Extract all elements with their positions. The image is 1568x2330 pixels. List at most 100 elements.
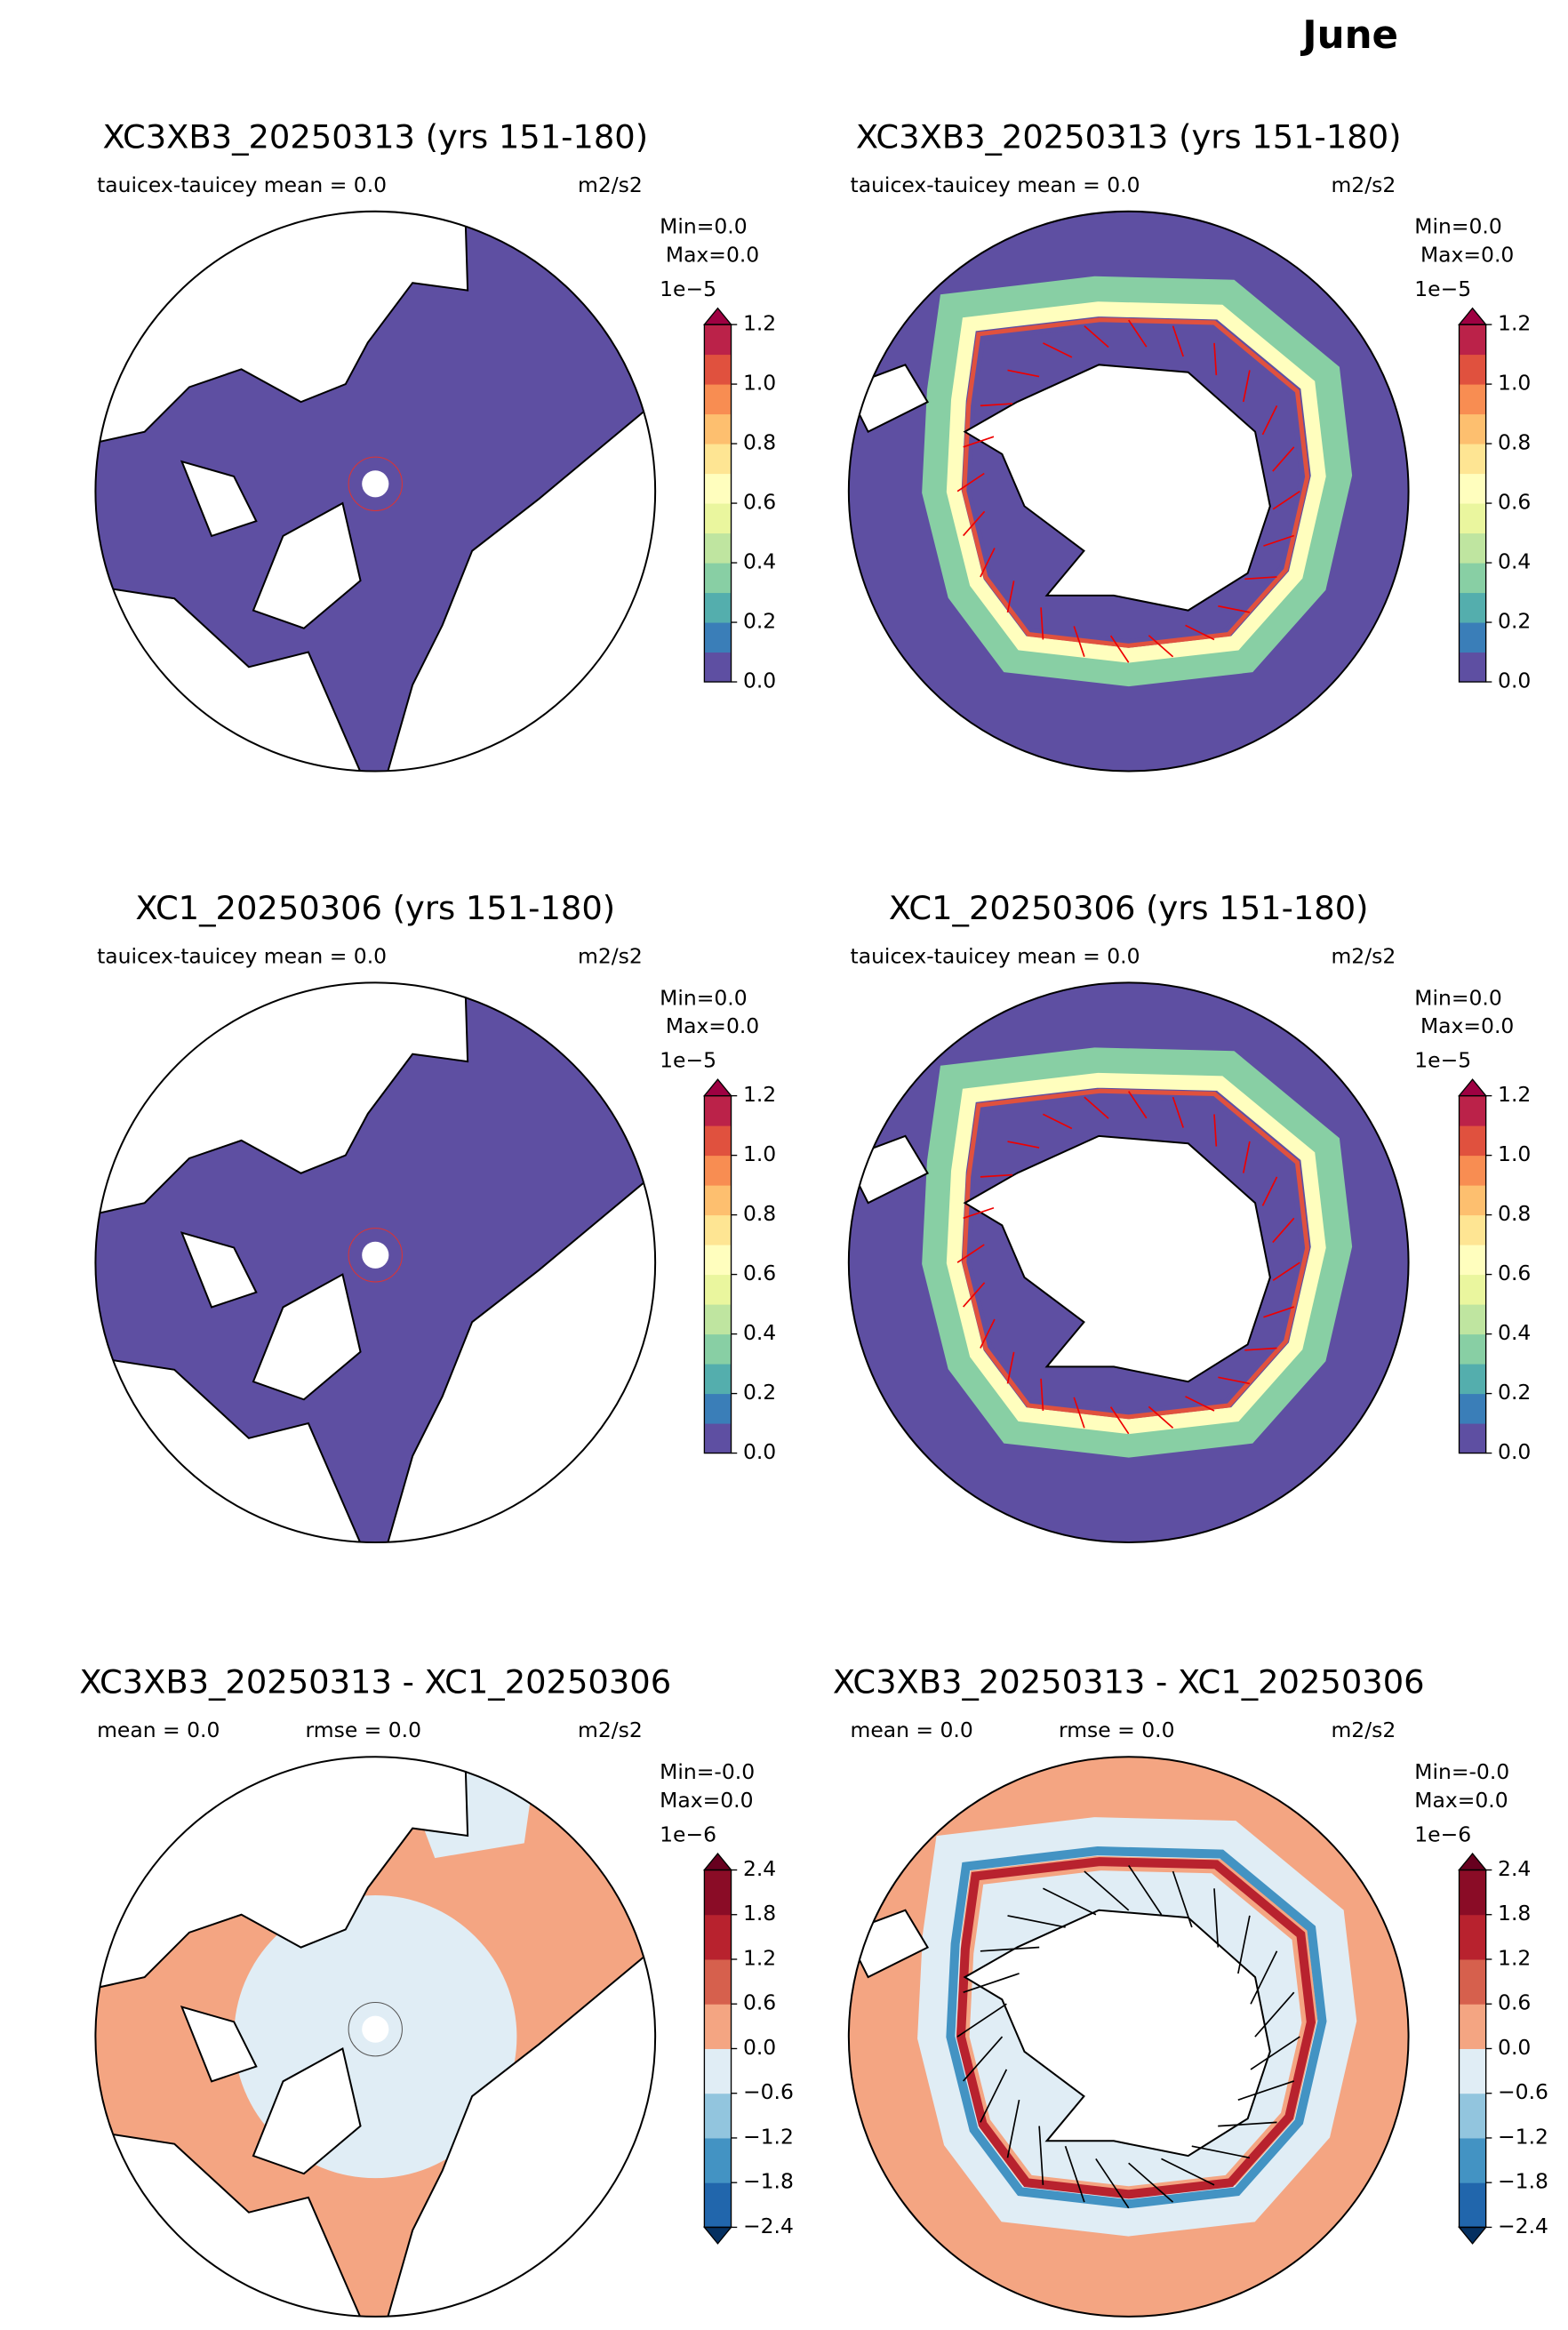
vector-arrow (1148, 1405, 1174, 1429)
vector-arrow (963, 1206, 995, 1220)
colorbar-tick-label: 0.6 (743, 1990, 776, 2015)
colorbar-bin (1459, 532, 1486, 564)
vector-arrow (1095, 2158, 1130, 2209)
colorbar-bin (1459, 2004, 1486, 2049)
colorbar-tick-label: 0.4 (743, 549, 776, 574)
colorbar-bin (704, 2093, 732, 2139)
colorbar-bin (1459, 473, 1486, 504)
ice-band (922, 276, 1353, 687)
colorbar-bin (1459, 1423, 1486, 1454)
colorbar-bin (1459, 1095, 1486, 1126)
vector-arrow (1242, 1141, 1251, 1173)
vector-arrow (1038, 2126, 1044, 2185)
colorbar-bin (704, 1274, 732, 1305)
vector-arrow (1272, 1261, 1300, 1281)
vector-arrow (1006, 1351, 1015, 1384)
colorbar-extend (702, 1853, 732, 1871)
vector-arrow (1109, 1406, 1130, 1435)
vector-arrow (1213, 342, 1218, 376)
ice-band (962, 1088, 1310, 1420)
panel-stat: tauicex-tauicey mean = 0.0 (851, 943, 1140, 968)
vector-arrow (956, 472, 985, 492)
colorbar-bin (1459, 592, 1486, 623)
colorbar-bin (704, 473, 732, 504)
vector-arrow (1250, 1950, 1278, 2005)
vector-arrow (1043, 1887, 1097, 1916)
vector-arrow (980, 2069, 1008, 2123)
colorbar-bin (1459, 1304, 1486, 1335)
vector-arrow (1213, 1888, 1220, 1948)
vector-arrow (1244, 576, 1277, 580)
map-border (847, 1756, 1410, 2318)
vector-arrow (1272, 446, 1295, 472)
panel-stat: mean = 0.0 (851, 1717, 973, 1742)
vector-arrow (963, 2036, 1004, 2082)
colorbar-tick-label: 1.8 (1498, 1901, 1531, 1926)
map (94, 210, 657, 773)
pole-ring (348, 2002, 403, 2057)
vector-arrow (980, 1946, 1040, 1952)
colorbar-exponent: 1e−5 (1414, 276, 1471, 301)
colorbar-extend (702, 1078, 732, 1097)
colorbar-bin (1459, 324, 1486, 356)
vector-arrow (963, 1973, 1020, 1994)
ice-band (922, 1047, 1353, 1458)
colorbar-tick-label: −1.8 (1498, 2169, 1548, 2194)
panel-stat: mean = 0.0 (97, 1717, 220, 1742)
vector-arrow (980, 403, 1013, 407)
panel-units: m2/s2 (1331, 172, 1396, 197)
map-body (95, 1757, 656, 2317)
land (252, 2046, 362, 2175)
map (847, 1756, 1410, 2318)
panel-stat: rmse = 0.0 (306, 1717, 422, 1742)
colorbar-tick-label: 0.6 (1498, 1990, 1531, 2015)
colorbar-bin (704, 1125, 732, 1157)
colorbar-bin (704, 1423, 732, 1454)
min-label: Min=0.0 (660, 214, 748, 239)
colorbar-bin (1459, 2137, 1486, 2183)
colorbar-bin (704, 413, 732, 444)
colorbar-tick-label: −0.6 (1498, 2079, 1548, 2104)
colorbar-bin (704, 384, 732, 415)
min-label: Min=-0.0 (660, 1759, 755, 1784)
colorbar-bin (1459, 1364, 1486, 1395)
colorbar-tick-label: 1.2 (743, 1945, 776, 1970)
colorbar-tick-label: 1.0 (743, 371, 776, 396)
colorbar-bin (704, 444, 732, 475)
map (847, 210, 1410, 773)
map (94, 1756, 657, 2318)
vector-arrow (1237, 2080, 1295, 2101)
colorbar-tick-label: 0.0 (743, 2035, 776, 2060)
vector-arrow (963, 510, 986, 537)
anomaly-band (956, 1857, 1316, 2199)
map-border (94, 981, 657, 1544)
colorbar-exponent: 1e−5 (660, 1048, 716, 1073)
colorbar-bin (704, 1185, 732, 1216)
vector-arrow (1218, 1376, 1251, 1385)
vector-arrow (1213, 1114, 1218, 1147)
land (963, 364, 1271, 612)
panel-units: m2/s2 (1331, 1717, 1396, 1742)
colorbar-bin (704, 324, 732, 356)
map-border (94, 1756, 657, 2318)
land (180, 460, 258, 538)
panel-stat: tauicex-tauicey mean = 0.0 (97, 172, 387, 197)
max-label: Max=0.0 (1414, 1788, 1508, 1813)
colorbar-bin (704, 1914, 732, 1960)
vector-arrow (1185, 1396, 1215, 1412)
colorbar-tick-label: −1.8 (743, 2169, 794, 2194)
vector-arrow (1040, 1378, 1044, 1412)
panel-units: m2/s2 (578, 172, 643, 197)
colorbar-bin (1459, 1274, 1486, 1305)
colorbar-tick-label: 0.2 (1498, 1380, 1531, 1405)
colorbar-bin (704, 563, 732, 594)
colorbar-tick-label: 1.2 (1498, 1082, 1531, 1107)
colorbar-tick-label: 0.2 (1498, 609, 1531, 634)
max-label: Max=0.0 (1420, 243, 1514, 268)
colorbar-bin (704, 1214, 732, 1245)
max-label: Max=0.0 (666, 243, 759, 268)
vector-arrow (1191, 2145, 1251, 2159)
vector-arrow (1172, 1096, 1184, 1128)
colorbar-bin (704, 1155, 732, 1186)
